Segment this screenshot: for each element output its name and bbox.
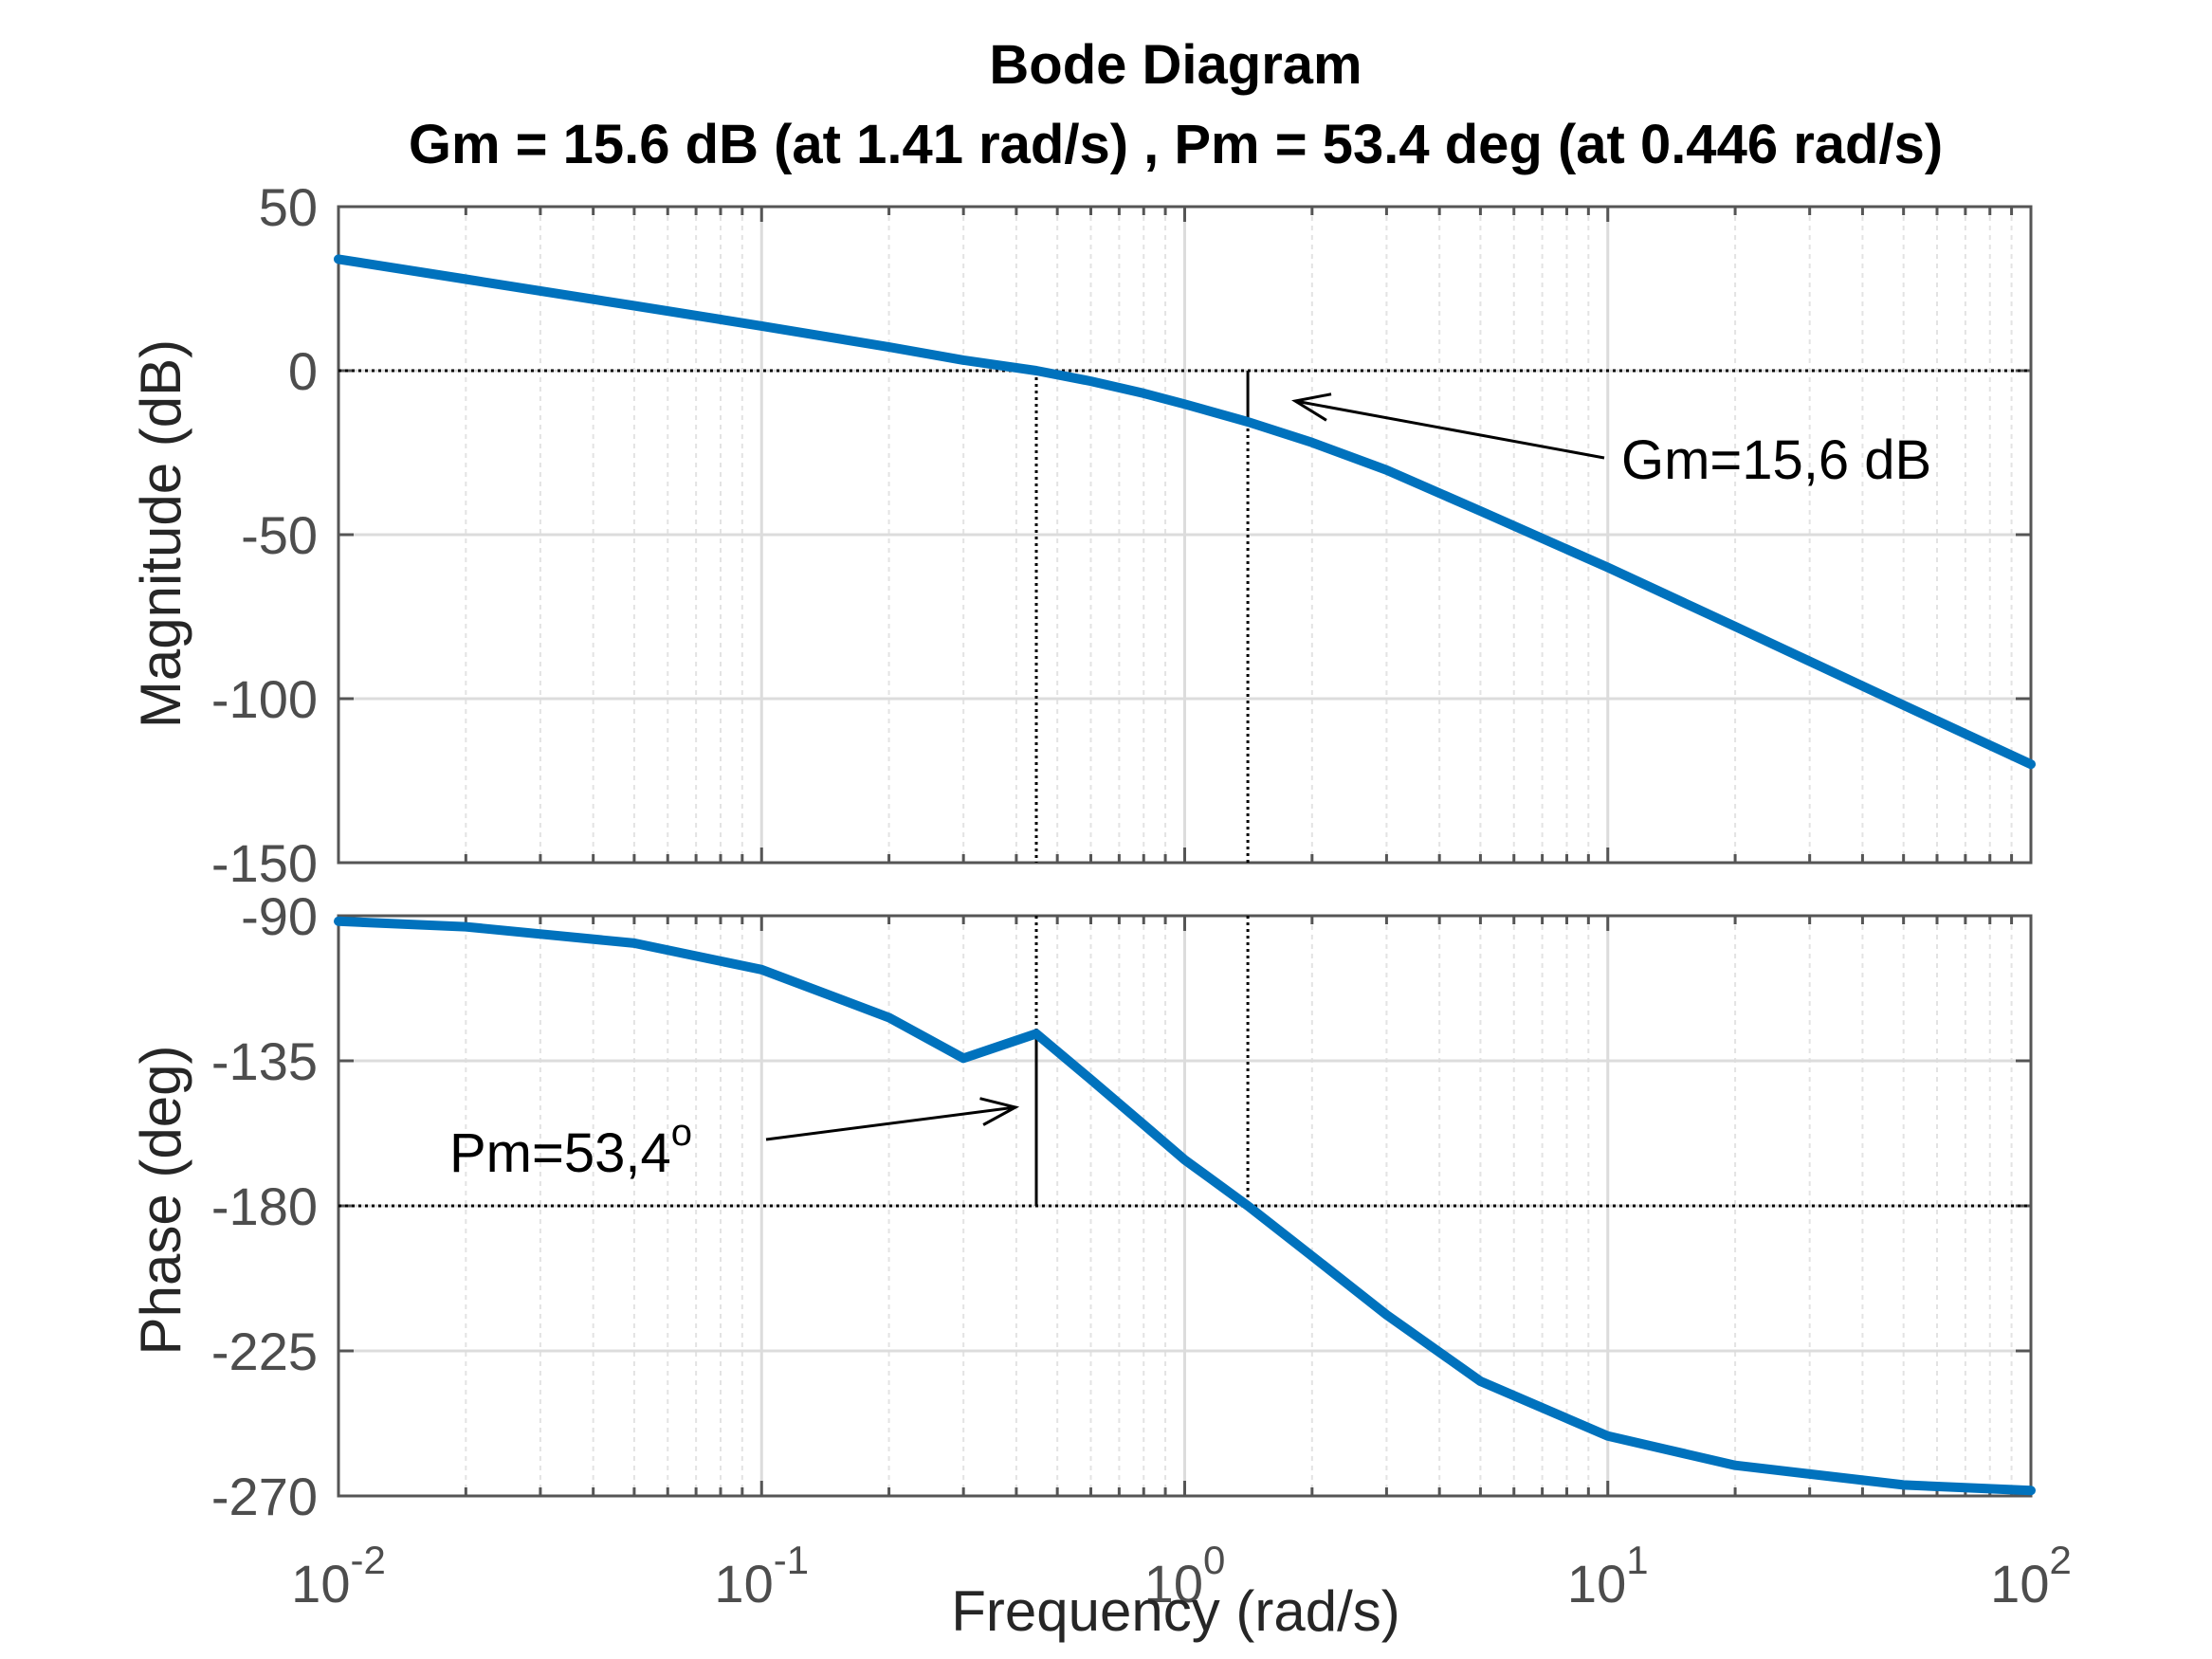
magnitude-ytick-label: -150 [211,833,318,893]
xtick-exponent: -2 [350,1538,385,1582]
frequency-xlabel: Frequency (rad/s) [951,1579,1400,1643]
phase-ytick-label: -270 [211,1467,318,1526]
xtick-base: 10 [1144,1554,1203,1613]
magnitude-ytick-label: 50 [259,177,318,237]
magnitude-ytick-label: -50 [241,505,318,565]
xtick-exponent: 0 [1203,1538,1225,1582]
magnitude-plot [334,254,2036,863]
gain-margin-annotation: Gm=15,6 dB [1621,429,1931,491]
phase-curve [334,916,2036,1496]
chart-subtitle: Gm = 15.6 dB (at 1.41 rad/s) , Pm = 53.4… [409,114,1943,175]
phase-plot [334,916,2036,1496]
xtick-label: 100 [1144,1538,1226,1613]
xtick-label: 102 [1990,1538,2072,1613]
xtick-base: 10 [1567,1554,1626,1613]
xtick-exponent: 2 [2049,1538,2071,1582]
phase-margin-degree-mark: o [671,1112,692,1154]
phase-ytick-label: -135 [211,1031,318,1091]
magnitude-ytick-label: 0 [288,341,318,401]
magnitude-curve [334,254,2036,770]
phase-ylabel: Phase (deg) [129,1046,192,1356]
xtick-label: 10-1 [714,1538,809,1613]
magnitude-ytick-label: -100 [211,669,318,729]
phase-ytick-label: -90 [241,886,318,946]
phase-margin-annotation: Pm=53,4o [449,1112,692,1184]
gain-margin-arrow-head [1291,392,1332,422]
xtick-exponent: 1 [1626,1538,1648,1582]
phase-margin-arrow [765,1105,1016,1141]
xtick-label: 10-2 [291,1538,386,1613]
xtick-base: 10 [714,1554,773,1613]
xtick-base: 10 [291,1554,350,1613]
magnitude-axes-box [337,205,2033,865]
phase-ytick-label: -180 [211,1176,318,1236]
gain-margin-arrow [1294,399,1605,460]
magnitude-ylabel: Magnitude (dB) [129,339,192,728]
annotations: Gm=15,6 dB Pm=53,4o [449,392,1931,1184]
chart-title: Bode Diagram [989,34,1362,96]
xtick-label: 101 [1567,1538,1649,1613]
magnitude-grid [337,205,2033,865]
phase-margin-arrow-head [979,1097,1020,1126]
xtick-base: 10 [1990,1554,2049,1613]
xtick-exponent: -1 [774,1538,809,1582]
phase-ytick-label: -225 [211,1322,318,1381]
phase-margin-annotation-text: Pm=53,4 [449,1122,671,1184]
